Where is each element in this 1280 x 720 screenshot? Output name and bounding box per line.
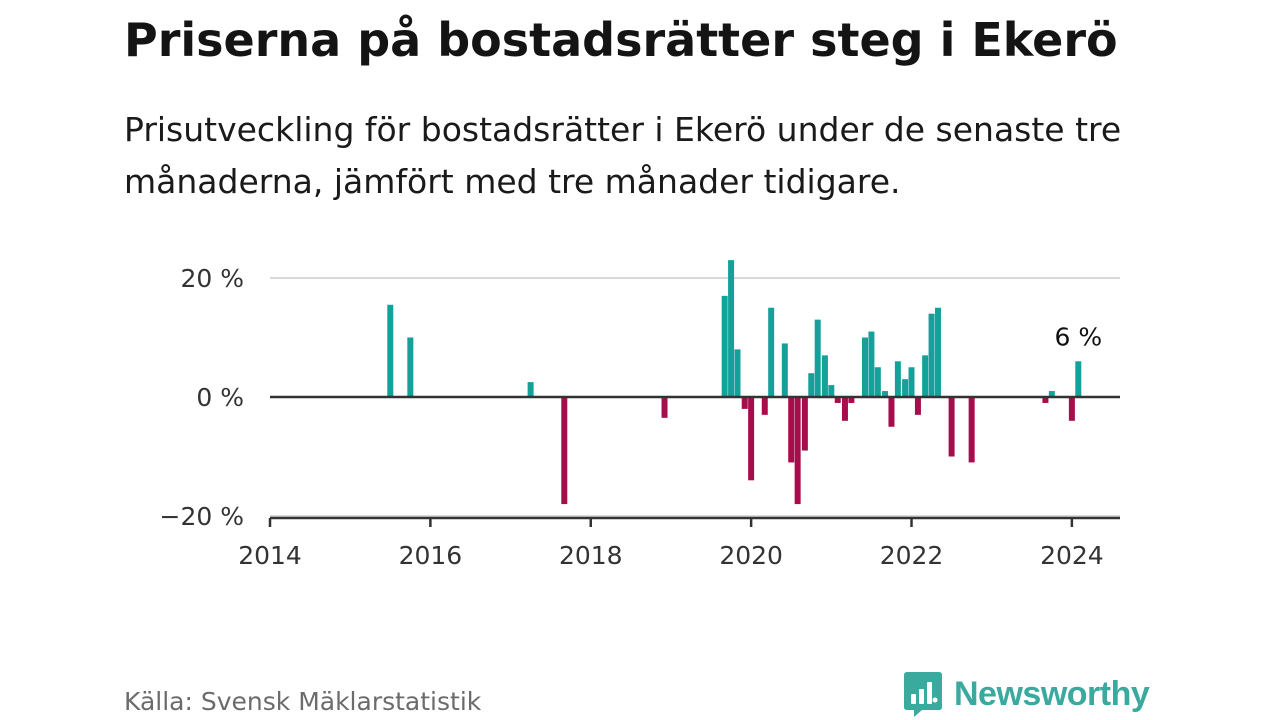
bar (387, 304, 394, 397)
annotation-label: 6 % (1054, 322, 1102, 351)
bar (761, 397, 768, 415)
bar (888, 397, 895, 427)
gridlines (270, 277, 1120, 517)
bar (661, 397, 668, 418)
bar (748, 397, 755, 481)
bar (821, 355, 828, 397)
y-tick-label: 0 % (196, 383, 244, 412)
bar (781, 343, 788, 397)
bar (908, 367, 915, 397)
bar (1042, 397, 1049, 403)
bar (948, 397, 955, 457)
bar (794, 397, 801, 505)
bar (894, 361, 901, 397)
axes (268, 395, 1120, 527)
bar (834, 397, 841, 403)
bar (728, 260, 735, 397)
y-tick-label: 20 % (180, 264, 244, 293)
bar (922, 355, 929, 397)
bar (741, 397, 748, 409)
bar (841, 397, 848, 421)
brand-name: Newsworthy (954, 674, 1150, 713)
bar (882, 391, 889, 397)
chart-subtitle: Prisutveckling för bostadsrätter i Ekerö… (124, 110, 1122, 201)
bar (527, 382, 534, 397)
bar (407, 337, 414, 397)
bar (768, 307, 775, 397)
tick-labels: 20 % 0 % −20 % 2014 2016 2018 2020 2022 2024 6 % (160, 264, 1104, 570)
y-tick-label: −20 % (160, 502, 244, 531)
bar (928, 313, 935, 397)
x-tick-label: 2020 (719, 541, 783, 570)
x-tick-label: 2016 (399, 541, 463, 570)
source-note: Källa: Svensk Mäklarstatistik (124, 687, 482, 716)
bar (914, 397, 921, 415)
chart-title: Priserna på bostadsrätter steg i Ekerö (124, 13, 1118, 67)
bar (902, 379, 909, 397)
newsworthy-logo: Newsworthy (902, 670, 1150, 718)
bar (934, 307, 941, 397)
bar (862, 337, 868, 397)
bars (387, 260, 1082, 505)
bar (848, 397, 855, 403)
bar (828, 385, 835, 397)
bar (1048, 391, 1055, 397)
x-tick-label: 2018 (559, 541, 623, 570)
bar (801, 397, 808, 451)
x-tick-label: 2022 (880, 541, 944, 570)
bar (874, 367, 881, 397)
x-tick-label: 2014 (238, 541, 302, 570)
bar (734, 349, 741, 397)
bar (721, 295, 728, 397)
bar (1068, 397, 1075, 421)
x-tick-label: 2024 (1040, 541, 1104, 570)
bar (868, 331, 875, 397)
newsworthy-logo-icon (904, 672, 942, 717)
bar (814, 319, 821, 397)
bar (788, 397, 795, 463)
bar (561, 397, 568, 505)
bar (968, 397, 975, 463)
bar (808, 373, 815, 397)
bar (1075, 361, 1082, 397)
